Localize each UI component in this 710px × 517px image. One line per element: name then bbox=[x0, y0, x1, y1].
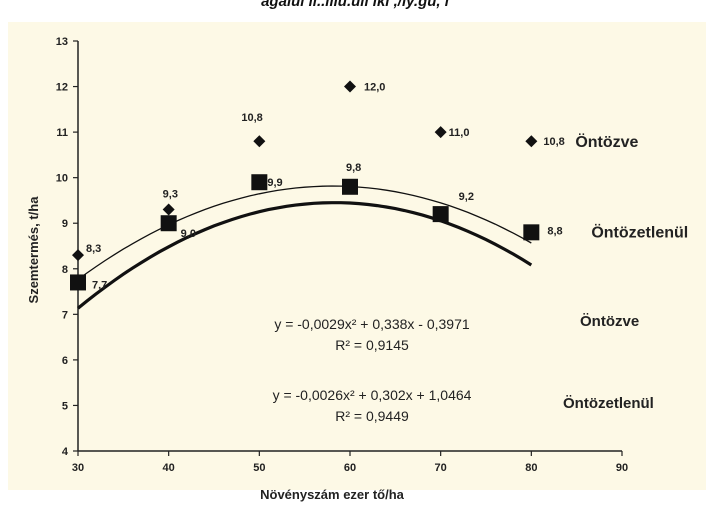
equation-series-name: Öntözetlenül bbox=[563, 395, 654, 412]
x-axis-title: Növényszám ezer tő/ha bbox=[260, 487, 405, 502]
chart-panel bbox=[8, 22, 706, 490]
equation-r2: R² = 0,9449 bbox=[335, 408, 409, 424]
y-tick-label: 4 bbox=[62, 446, 69, 458]
y-axis-title: Szemtermés, t/ha bbox=[26, 196, 41, 304]
data-point-square bbox=[70, 274, 86, 291]
data-label: 9,8 bbox=[346, 162, 361, 174]
equation-series-name: Öntözve bbox=[580, 313, 639, 330]
data-point-square bbox=[523, 224, 540, 241]
x-tick-label: 50 bbox=[253, 462, 265, 474]
data-point-square bbox=[160, 215, 177, 232]
data-point-square bbox=[432, 206, 449, 223]
y-tick-label: 9 bbox=[62, 218, 68, 230]
x-tick-label: 80 bbox=[525, 462, 537, 474]
data-label: 10,8 bbox=[241, 112, 262, 124]
trendline-ontozve bbox=[76, 201, 533, 310]
data-label: 9,2 bbox=[459, 191, 474, 203]
y-tick-label: 12 bbox=[56, 82, 68, 94]
series-label-ontozve: Öntözve bbox=[575, 132, 638, 151]
x-tick-label: 90 bbox=[616, 462, 628, 474]
x-tick-label: 70 bbox=[435, 462, 447, 474]
x-tick-label: 30 bbox=[72, 462, 84, 474]
data-label: 10,8 bbox=[543, 136, 564, 148]
data-labels: 8,3 9,3 10,8 12,0 11,0 10,8 7,7 9,0 9,9 9,8 9,2 8,8 bbox=[86, 82, 565, 292]
trendlines bbox=[76, 185, 533, 310]
equations: y = -0,0029x² + 0,338x - 0,3971 R² = 0,91… bbox=[273, 313, 654, 424]
series-labels: Öntözve Öntözetlenül bbox=[575, 132, 688, 241]
data-point-square bbox=[251, 174, 268, 191]
y-tick-label: 6 bbox=[62, 355, 68, 367]
y-tick-label: 7 bbox=[62, 309, 68, 321]
y-tick-label: 5 bbox=[62, 400, 68, 412]
x-tick-label: 40 bbox=[163, 462, 175, 474]
y-tick-label: 11 bbox=[56, 127, 68, 139]
data-point-diamond bbox=[253, 135, 266, 148]
trendline-ontozetlenul bbox=[77, 185, 532, 280]
data-label: 11,0 bbox=[449, 127, 470, 139]
equation-r2: R² = 0,9145 bbox=[335, 337, 409, 353]
y-tick-label: 8 bbox=[62, 264, 68, 276]
data-label: 8,8 bbox=[547, 225, 562, 237]
data-points bbox=[70, 80, 540, 291]
ticks: 30 40 50 60 70 80 90 4 5 6 7 8 9 10 11 12 13 bbox=[56, 36, 628, 474]
data-label: 9,0 bbox=[181, 228, 196, 240]
data-point-diamond bbox=[434, 126, 447, 139]
data-label: 9,3 bbox=[163, 189, 178, 201]
data-point-diamond bbox=[162, 203, 175, 216]
data-label: 7,7 bbox=[92, 279, 107, 291]
data-point-square bbox=[342, 178, 358, 195]
cropped-caption: ágaiul ll..lllu.ull ikl ,/iy.gu, l bbox=[261, 0, 449, 10]
data-label: 12,0 bbox=[364, 82, 385, 94]
data-label: 8,3 bbox=[86, 243, 101, 255]
equation-formula: y = -0,0029x² + 0,338x - 0,3971 bbox=[274, 316, 470, 332]
data-point-diamond bbox=[525, 135, 538, 148]
data-point-diamond bbox=[344, 80, 356, 93]
equation-formula: y = -0,0026x² + 0,302x + 1,0464 bbox=[273, 387, 472, 403]
y-tick-label: 10 bbox=[56, 173, 68, 185]
data-point-diamond bbox=[72, 249, 84, 262]
y-tick-label: 13 bbox=[56, 36, 68, 48]
x-tick-label: 60 bbox=[344, 462, 356, 474]
data-label: 9,9 bbox=[267, 177, 282, 189]
series-label-ontozetlenul: Öntözetlenül bbox=[591, 222, 688, 241]
